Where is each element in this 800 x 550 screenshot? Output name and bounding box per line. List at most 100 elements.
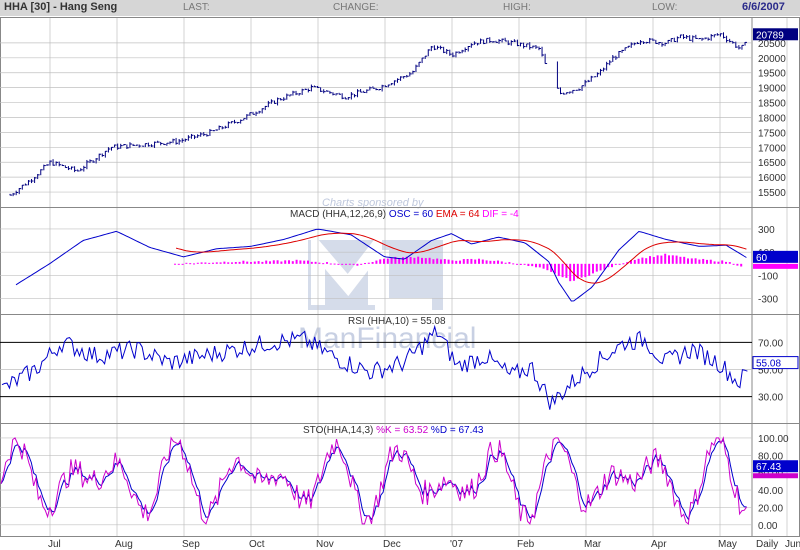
macd-hist-bar [174, 263, 176, 265]
macd-hist-bar [466, 258, 469, 264]
watermark-brand-text: ManFinancial [298, 322, 476, 355]
rsi-axis-tick-label: 70.00 [758, 338, 783, 349]
sto-title: STO(HHA,14,3) %K = 63.52 %D = 67.43 [303, 425, 484, 436]
macd-hist-bar [542, 263, 545, 269]
x-axis-month-label: May [718, 539, 737, 550]
macd-hist-bar [447, 259, 450, 264]
rsi-last-tag-bg [752, 356, 799, 370]
macd-hist-bar [694, 258, 697, 264]
macd-hist-bar [565, 263, 568, 278]
macd-hist-bar [326, 262, 328, 264]
x-axis-month-label: Oct [249, 539, 265, 550]
macd-hist-bar [478, 258, 480, 264]
macd-hist-bar [732, 263, 735, 265]
x-axis-period-label: Daily [756, 539, 778, 550]
macd-hist-bar [375, 260, 378, 264]
macd-osc-tag-label: 60 [756, 253, 768, 264]
macd-hist-bar [333, 263, 336, 265]
sto-k-line [0, 436, 748, 525]
macd-hist-bar [436, 258, 439, 264]
rsi-title: RSI (HHA,10) = 55.08 [348, 316, 446, 327]
watermark-sponsor-text: Charts sponsored by [322, 197, 425, 209]
macd-hist-bar [185, 262, 188, 264]
sto-axis-tick-label: 100.00 [758, 434, 789, 445]
price-axis-tick-label: 16000 [758, 173, 786, 184]
macd-hist-bar [554, 263, 556, 274]
macd-hist-bar [189, 263, 192, 265]
macd-hist-bar [493, 260, 496, 264]
macd-hist-bar [307, 260, 309, 264]
macd-hist-bar [386, 258, 389, 264]
macd-hist-bar [318, 262, 321, 264]
sto-d-tag-label: 67.43 [756, 462, 781, 473]
macd-hist-bar [246, 261, 249, 264]
macd-hist-bar [181, 263, 184, 265]
macd-axis-tick-label: -300 [758, 295, 778, 306]
macd-hist-bar [728, 262, 731, 264]
macd-hist-bar [668, 255, 670, 264]
macd-hist-bar [569, 263, 572, 282]
high-label: HIGH: [503, 2, 531, 13]
price-last-tag-bg [753, 28, 798, 41]
macd-ema-line [175, 232, 747, 284]
macd-hist-bar [329, 263, 332, 265]
macd-hist-bar [489, 260, 492, 264]
macd-hist-bar [440, 259, 442, 264]
rsi-line [1, 324, 748, 410]
macd-hist-bar [443, 259, 446, 264]
macd-hist-bar [656, 255, 659, 264]
macd-hist-bar [641, 257, 644, 264]
rsi-axis-tick-label: 50.00 [758, 366, 783, 377]
macd-hist-bar [265, 260, 268, 264]
macd-hist-bar [360, 263, 363, 265]
macd-hist-bar [432, 259, 435, 264]
macd-hist-bar [474, 259, 477, 264]
macd-hist-bar [364, 263, 366, 265]
macd-hist-bar [557, 263, 560, 277]
chart-date: 6/6/2007 [742, 1, 785, 13]
macd-hist-bar [337, 263, 340, 265]
macd-hist-bar [546, 263, 549, 271]
macd-hist-bar [603, 263, 606, 270]
price-axis-tick-label: 20000 [758, 54, 786, 65]
macd-hist-bar [295, 259, 298, 264]
price-bars [9, 32, 748, 197]
macd-hist-bar [341, 263, 344, 265]
macd-hist-bar [633, 259, 636, 264]
macd-hist-bar [508, 262, 511, 264]
macd-hist-bar [660, 255, 663, 264]
macd-hist-bar [459, 260, 461, 264]
macd-osc-tag-bg [753, 250, 798, 263]
price-axis-tick-label: 17500 [758, 128, 786, 139]
macd-hist-bar [725, 261, 727, 264]
macd-hist-bar [721, 260, 724, 264]
macd-histogram [174, 253, 743, 282]
macd-hist-bar [470, 258, 473, 264]
macd-hist-bar [352, 263, 355, 265]
macd-dif-tag-bg [753, 263, 798, 269]
sto-axis-tick-label: 0.00 [758, 521, 778, 532]
macd-hist-bar [516, 263, 518, 265]
macd-hist-bar [322, 263, 325, 265]
chart-title: HHA [30] - Hang Seng [4, 1, 118, 13]
macd-hist-bar [451, 260, 454, 264]
macd-hist-bar [485, 260, 488, 264]
macd-hist-bar [611, 263, 613, 268]
price-axis-tick-label: 16500 [758, 158, 786, 169]
macd-hist-bar [257, 261, 260, 264]
macd-hist-bar [652, 256, 655, 264]
sto-d-tag-bg [753, 460, 798, 473]
macd-hist-bar [238, 261, 241, 264]
macd-hist-bar [250, 262, 252, 264]
macd-title: MACD (HHA,12,26,9) OSC = 60 EMA = 64 DIF… [290, 209, 519, 220]
x-axis-month-label: Sep [182, 539, 200, 550]
macd-hist-bar [269, 261, 271, 264]
macd-hist-bar [519, 263, 522, 265]
macd-hist-bar [595, 263, 598, 272]
macd-hist-bar [272, 260, 275, 264]
macd-hist-bar [402, 257, 404, 264]
macd-axis-tick-label: -100 [758, 271, 778, 282]
price-axis-tick-label: 18000 [758, 113, 786, 124]
macd-hist-bar [280, 261, 283, 264]
macd-hist-bar [208, 262, 211, 264]
